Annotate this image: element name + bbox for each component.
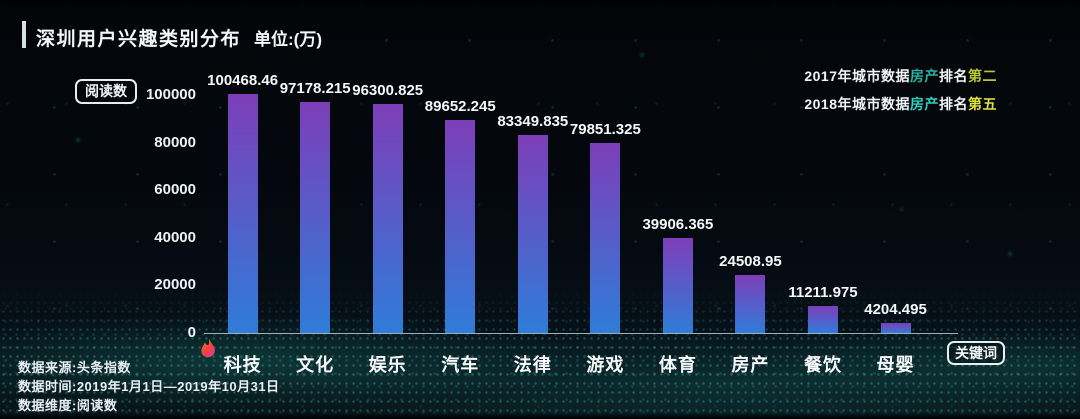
ranking-note-segment: 2017年城市数据	[804, 68, 910, 84]
ranking-note-segment: 排名	[939, 96, 968, 112]
category-label-0: 科技	[223, 355, 262, 375]
footer-source: 数据来源:头条指数	[18, 360, 131, 375]
category-label-4: 法律	[513, 355, 552, 375]
footer-time: 数据时间:2019年1月1日—2019年10月31日	[18, 379, 280, 394]
category-label-5: 游戏	[586, 355, 625, 375]
bar-value-1: 97178.215	[279, 79, 351, 97]
bar-value-6: 39906.365	[642, 216, 714, 234]
ranking-note-segment: 第二	[968, 68, 997, 84]
ranking-note-segment: 房产	[910, 96, 939, 112]
bar-7[interactable]	[735, 274, 766, 333]
ranking-note-1: 2018年城市数据房产排名第五	[804, 90, 997, 118]
bar-8[interactable]	[808, 306, 838, 333]
ranking-note-segment: 2018年城市数据	[804, 96, 910, 112]
bar-9[interactable]	[880, 322, 911, 333]
category-label-2: 娱乐	[368, 355, 407, 375]
bar-6[interactable]	[662, 238, 693, 333]
keyword-badge[interactable]: 关键词	[947, 341, 1005, 365]
ranking-note-segment: 第五	[968, 96, 997, 112]
bar-value-7: 24508.95	[719, 252, 782, 270]
footer-dimension: 数据维度:阅读数	[18, 398, 118, 413]
page-title: 深圳用户兴趣类别分布	[36, 29, 242, 50]
bar-value-3: 89652.245	[424, 97, 496, 115]
bar-5[interactable]	[590, 142, 621, 333]
bar-value-8: 11211.975	[788, 284, 858, 302]
footer: 数据来源:头条指数 数据时间:2019年1月1日—2019年10月31日 数据维…	[18, 358, 280, 415]
y-tick-20000: 20000	[154, 276, 196, 294]
bar-0[interactable]	[227, 93, 258, 333]
x-axis-line	[204, 333, 958, 334]
y-tick-100000: 100000	[145, 86, 196, 103]
title-accent-bar	[22, 21, 26, 48]
y-tick-60000: 60000	[154, 181, 196, 199]
category-label-1: 文化	[296, 355, 335, 375]
bar-value-4: 83349.835	[497, 112, 569, 130]
bar-value-0: 100468.46	[207, 71, 279, 89]
category-label-6: 体育	[658, 355, 697, 375]
unit-label: 单位:(万)	[254, 30, 322, 49]
bar-value-9: 4204.495	[864, 300, 927, 318]
bar-3[interactable]	[445, 119, 476, 333]
bar-4[interactable]	[517, 134, 548, 333]
ranking-note-0: 2017年城市数据房产排名第二	[804, 62, 997, 90]
category-label-9: 母婴	[876, 355, 915, 375]
category-label-3: 汽车	[441, 355, 480, 375]
category-label-7: 房产	[731, 355, 770, 375]
bar-1[interactable]	[300, 101, 331, 333]
fire-icon	[201, 337, 215, 358]
y-tick-0: 0	[187, 324, 196, 341]
ranking-note-segment: 排名	[939, 68, 968, 84]
bar-value-2: 96300.825	[352, 81, 424, 99]
y-axis-label-badge[interactable]: 阅读数	[75, 79, 137, 104]
category-label-8: 餐饮	[804, 355, 842, 375]
y-tick-40000: 40000	[154, 228, 196, 246]
y-tick-80000: 80000	[154, 133, 196, 151]
ranking-note-segment: 房产	[910, 68, 939, 84]
ranking-notes: 2017年城市数据房产排名第二 2018年城市数据房产排名第五	[804, 62, 997, 118]
bar-2[interactable]	[372, 103, 403, 333]
bar-value-5: 79851.325	[569, 120, 641, 138]
